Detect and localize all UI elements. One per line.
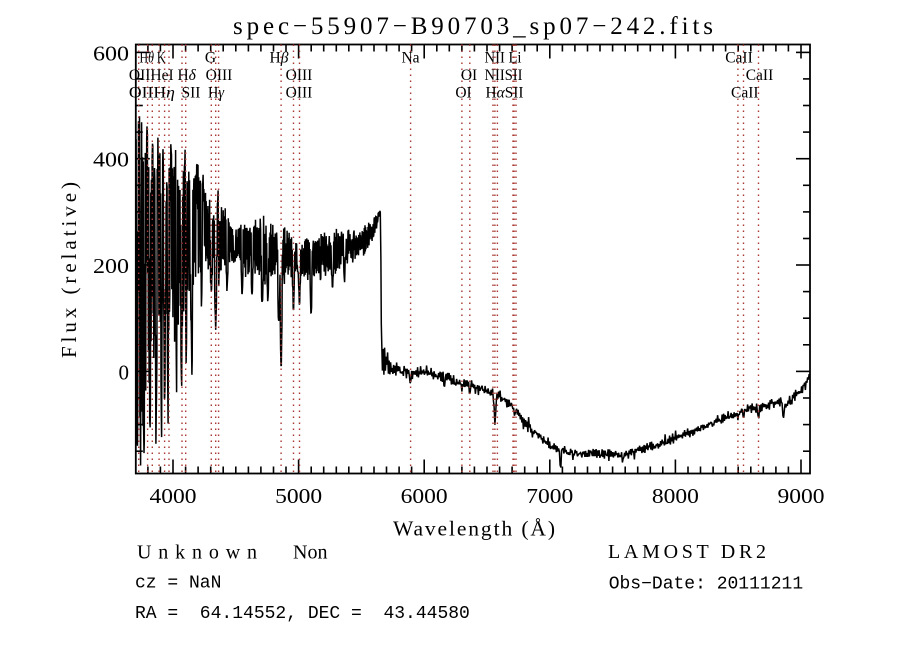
- svg-text:CaII: CaII: [731, 85, 759, 102]
- svg-text:400: 400: [93, 148, 129, 172]
- svg-text:Wavelength (Å): Wavelength (Å): [393, 517, 555, 541]
- svg-text:cz = NaN: cz = NaN: [135, 574, 221, 594]
- svg-text:Hθ K: Hθ K: [140, 50, 167, 67]
- svg-text:Unknown: Unknown: [137, 542, 257, 564]
- svg-text:spec−55907−B90703_sp07−242.fit: spec−55907−B90703_sp07−242.fits: [233, 13, 713, 40]
- svg-text:9000: 9000: [778, 484, 825, 508]
- svg-text:RA = 64.14552, DEC = 43.4458: RA = 64.14552, DEC = 43.44580: [135, 604, 470, 624]
- svg-text:G: G: [205, 50, 216, 67]
- svg-text:Obs−Date: 20111211: Obs−Date: 20111211: [609, 574, 803, 594]
- svg-text:OI: OI: [461, 67, 477, 84]
- svg-text:LAMOST DR2: LAMOST DR2: [608, 541, 766, 563]
- svg-text:7000: 7000: [526, 484, 573, 508]
- svg-text:Hγ: Hγ: [208, 85, 225, 102]
- svg-text:NIISII: NIISII: [485, 67, 523, 84]
- svg-text:600: 600: [93, 41, 129, 65]
- svg-text:OIIHeI Hδ: OIIHeI Hδ: [129, 67, 197, 84]
- svg-text:0: 0: [119, 360, 130, 384]
- svg-text:OI: OI: [455, 85, 471, 102]
- svg-text:200: 200: [93, 254, 129, 278]
- svg-text:CaII: CaII: [725, 50, 753, 67]
- svg-text:Na: Na: [401, 50, 419, 67]
- svg-text:Hβ: Hβ: [270, 50, 289, 67]
- svg-text:5000: 5000: [275, 484, 322, 508]
- svg-text:6000: 6000: [401, 484, 448, 508]
- svg-text:CaII: CaII: [746, 67, 774, 84]
- svg-text:SII: SII: [182, 85, 201, 102]
- svg-text:OIII: OIII: [206, 67, 233, 84]
- svg-text:NII Li: NII Li: [485, 50, 523, 67]
- svg-text:OIII: OIII: [286, 67, 313, 84]
- svg-text:8000: 8000: [652, 484, 699, 508]
- svg-text:OIII: OIII: [286, 85, 313, 102]
- svg-text:4000: 4000: [150, 484, 197, 508]
- svg-text:Flux (relative): Flux (relative): [57, 182, 81, 358]
- svg-text:HαSII: HαSII: [486, 85, 524, 102]
- svg-text:Non: Non: [293, 542, 327, 564]
